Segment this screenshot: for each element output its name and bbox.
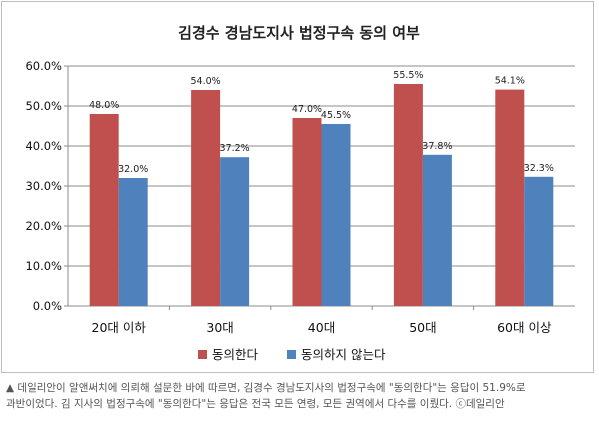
caption-line-2: 과반이었다. 김 지사의 법정구속에 "동의한다"는 응답은 전국 모든 연령,… (6, 398, 505, 410)
bar-agree (495, 89, 525, 306)
x-tick-label: 50대 (409, 320, 436, 335)
bar-disagree (422, 154, 452, 306)
caption-line-1: ▲ 데일리안이 알앤써치에 의뢰해 설문한 바에 따르면, 김경수 경남도지사의… (6, 382, 526, 394)
x-tick-label: 20대 이하 (92, 320, 147, 335)
bar-agree (292, 118, 322, 306)
bar-agree (191, 90, 221, 306)
legend-label: 동의한다 (212, 347, 259, 362)
data-label: 45.5% (321, 110, 351, 121)
bar-disagree (321, 124, 351, 306)
y-axis-ticks: 0.0% 10.0% 20.0% 30.0% 40.0% 50.0% 60.0% (25, 59, 62, 313)
y-tick-label: 10.0% (25, 259, 62, 273)
y-tick-label: 50.0% (25, 99, 62, 113)
bar-chart: 김경수 경남도지사 법정구속 동의 여부 0.0% 10.0% 20.0% 30.0%… (25, 24, 575, 362)
data-labels: 48.0% 32.0% 54.0% 37.2% 47.0%45.5% 55.5% 37.8%… (89, 70, 554, 175)
data-label: 32.3% (524, 163, 554, 174)
caption: ▲ 데일리안이 알앤써치에 의뢰해 설문한 바에 따르면, 김경수 경남도지사의… (6, 380, 596, 412)
legend-swatch (198, 350, 207, 359)
bar-disagree (220, 157, 250, 306)
legend-swatch (287, 350, 296, 359)
x-tick-label: 60대 이상 (497, 320, 552, 335)
data-label: 32.0% (118, 164, 148, 175)
y-tick-label: 20.0% (25, 219, 62, 233)
data-label: 54.1% (495, 76, 525, 87)
chart-title: 김경수 경남도지사 법정구속 동의 여부 (178, 24, 420, 42)
data-label: 54.0% (191, 76, 221, 87)
x-tick-label: 40대 (308, 320, 335, 335)
data-label: 37.8% (422, 141, 452, 152)
y-tick-label: 0.0% (33, 299, 62, 313)
bar-agree (393, 84, 423, 306)
x-axis-ticks: 20대 이하 30대 40대 50대 60대 이상 (92, 320, 552, 335)
data-label: 47.0% (292, 104, 322, 115)
data-label: 55.5% (393, 70, 423, 81)
y-tick-label: 30.0% (25, 179, 62, 193)
bars (89, 84, 554, 306)
data-label: 48.0% (89, 100, 119, 111)
legend: 동의한다 동의하지 않는다 (198, 347, 386, 362)
legend-label: 동의하지 않는다 (301, 347, 386, 362)
data-label: 37.2% (220, 143, 250, 154)
y-tick-label: 40.0% (25, 139, 62, 153)
x-tick-label: 30대 (206, 320, 233, 335)
bar-disagree (524, 176, 554, 306)
bar-agree (89, 114, 119, 306)
bar-disagree (118, 178, 148, 306)
y-tick-label: 60.0% (25, 59, 62, 73)
